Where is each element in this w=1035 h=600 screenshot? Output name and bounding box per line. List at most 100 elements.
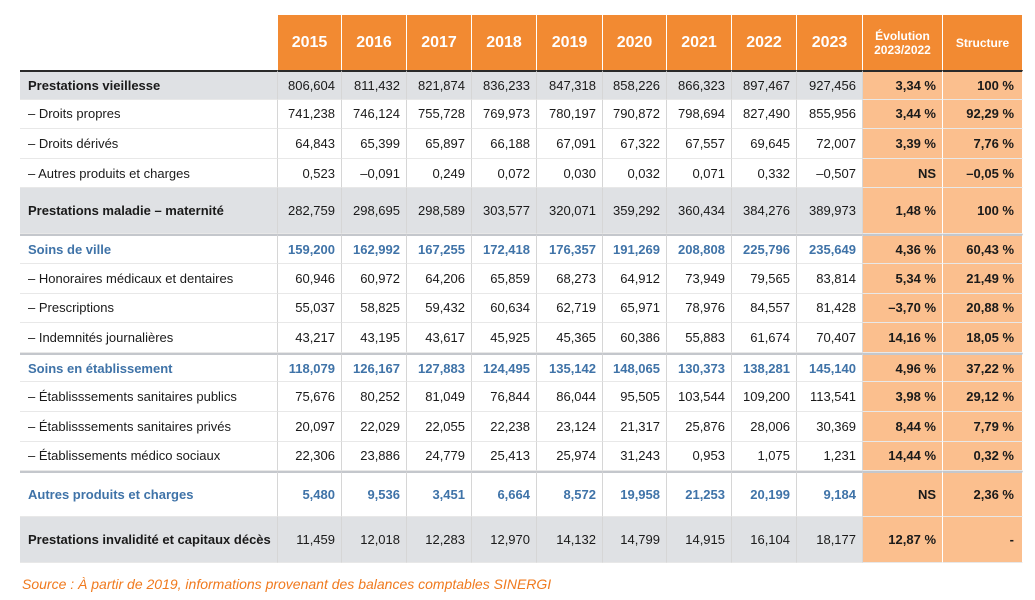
- value-cell: 43,195: [342, 323, 407, 353]
- value-cell: 225,796: [732, 234, 797, 264]
- structure-cell: 100 %: [943, 70, 1023, 100]
- value-cell: 0,072: [472, 158, 537, 189]
- value-cell: 858,226: [603, 70, 667, 100]
- table-row: Prestations vieillesse 806,604 811,432 821,…: [20, 70, 1023, 100]
- header-year: 2023: [797, 15, 863, 70]
- value-cell: 130,373: [667, 352, 732, 383]
- value-cell: 359,292: [603, 188, 667, 235]
- value-cell: 66,188: [472, 129, 537, 159]
- evolution-cell: 1,48 %: [863, 188, 943, 235]
- row-label: Soins en établissement: [20, 352, 278, 383]
- value-cell: 68,273: [537, 263, 603, 294]
- header-year: 2021: [667, 15, 732, 70]
- value-cell: 741,238: [278, 99, 342, 130]
- header-year: 2020: [603, 15, 667, 70]
- table-row: Soins de ville 159,200 162,992 167,255 172,4…: [20, 234, 1023, 264]
- value-cell: 303,577: [472, 188, 537, 235]
- value-cell: 67,091: [537, 129, 603, 159]
- value-cell: 866,323: [667, 70, 732, 100]
- value-cell: 60,946: [278, 263, 342, 294]
- value-cell: 159,200: [278, 234, 342, 264]
- row-label: Prestations invalidité et capitaux décès: [20, 517, 278, 564]
- value-cell: 55,037: [278, 293, 342, 324]
- structure-cell: 29,12 %: [943, 382, 1023, 412]
- table-row: Autres produits et charges 5,480 9,536 3,45…: [20, 471, 1023, 518]
- value-cell: 755,728: [407, 99, 472, 130]
- evolution-cell: 3,34 %: [863, 70, 943, 100]
- value-cell: 145,140: [797, 352, 863, 383]
- value-cell: 836,233: [472, 70, 537, 100]
- value-cell: 780,197: [537, 99, 603, 130]
- value-cell: 22,306: [278, 441, 342, 472]
- row-label: – Indemnités journalières: [20, 323, 278, 353]
- value-cell: 0,071: [667, 158, 732, 189]
- value-cell: 21,253: [667, 471, 732, 518]
- table-row: Prestations maladie – maternité 282,759 29…: [20, 188, 1023, 235]
- value-cell: 61,674: [732, 323, 797, 353]
- prestations-table: 2015 2016 2017 2018 2019 2020 2021 2022 …: [20, 15, 1023, 564]
- value-cell: 25,876: [667, 411, 732, 442]
- header-year: 2016: [342, 15, 407, 70]
- value-cell: 1,231: [797, 441, 863, 472]
- value-cell: 12,018: [342, 517, 407, 564]
- value-cell: 126,167: [342, 352, 407, 383]
- structure-cell: -: [943, 517, 1023, 564]
- structure-cell: –0,05 %: [943, 158, 1023, 189]
- table-row: – Autres produits et charges 0,523 –0,091 0…: [20, 158, 1023, 189]
- value-cell: 81,049: [407, 382, 472, 412]
- row-label: Autres produits et charges: [20, 471, 278, 518]
- value-cell: 135,142: [537, 352, 603, 383]
- value-cell: 0,032: [603, 158, 667, 189]
- value-cell: 14,132: [537, 517, 603, 564]
- value-cell: 78,976: [667, 293, 732, 324]
- value-cell: 298,589: [407, 188, 472, 235]
- value-cell: 827,490: [732, 99, 797, 130]
- value-cell: 298,695: [342, 188, 407, 235]
- value-cell: 16,104: [732, 517, 797, 564]
- header-evolution: Évolution 2023/2022: [863, 15, 943, 70]
- value-cell: 847,318: [537, 70, 603, 100]
- value-cell: 60,972: [342, 263, 407, 294]
- value-cell: 18,177: [797, 517, 863, 564]
- value-cell: 12,283: [407, 517, 472, 564]
- structure-cell: 2,36 %: [943, 471, 1023, 518]
- structure-cell: 21,49 %: [943, 263, 1023, 294]
- evolution-cell: NS: [863, 471, 943, 518]
- value-cell: 167,255: [407, 234, 472, 264]
- value-cell: 72,007: [797, 129, 863, 159]
- value-cell: 769,973: [472, 99, 537, 130]
- value-cell: 64,206: [407, 263, 472, 294]
- evolution-cell: 3,98 %: [863, 382, 943, 412]
- value-cell: 790,872: [603, 99, 667, 130]
- row-label: – Établissements médico sociaux: [20, 441, 278, 472]
- value-cell: 19,958: [603, 471, 667, 518]
- header-structure: Structure: [943, 15, 1023, 70]
- structure-cell: 18,05 %: [943, 323, 1023, 353]
- header-row: 2015 2016 2017 2018 2019 2020 2021 2022 …: [20, 15, 1023, 70]
- row-label: Prestations maladie – maternité: [20, 188, 278, 235]
- value-cell: 67,557: [667, 129, 732, 159]
- row-label: Soins de ville: [20, 234, 278, 264]
- value-cell: 0,249: [407, 158, 472, 189]
- evolution-cell: –3,70 %: [863, 293, 943, 324]
- value-cell: 65,859: [472, 263, 537, 294]
- value-cell: 12,970: [472, 517, 537, 564]
- value-cell: 811,432: [342, 70, 407, 100]
- table-row: – Honoraires médicaux et dentaires 60,946…: [20, 263, 1023, 294]
- row-label: – Autres produits et charges: [20, 158, 278, 189]
- value-cell: 14,799: [603, 517, 667, 564]
- value-cell: 80,252: [342, 382, 407, 412]
- value-cell: 60,634: [472, 293, 537, 324]
- table-row: – Prescriptions 55,037 58,825 59,432 60,634 6…: [20, 293, 1023, 324]
- evolution-cell: 12,87 %: [863, 517, 943, 564]
- structure-cell: 100 %: [943, 188, 1023, 235]
- value-cell: 81,428: [797, 293, 863, 324]
- value-cell: 28,006: [732, 411, 797, 442]
- row-label: – Honoraires médicaux et dentaires: [20, 263, 278, 294]
- value-cell: 124,495: [472, 352, 537, 383]
- value-cell: 67,322: [603, 129, 667, 159]
- value-cell: 24,779: [407, 441, 472, 472]
- value-cell: 45,365: [537, 323, 603, 353]
- value-cell: 3,451: [407, 471, 472, 518]
- value-cell: 162,992: [342, 234, 407, 264]
